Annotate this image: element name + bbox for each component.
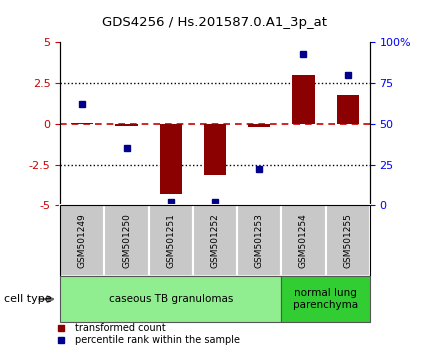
Text: GSM501252: GSM501252 xyxy=(211,213,219,268)
Text: caseous TB granulomas: caseous TB granulomas xyxy=(109,294,233,304)
Text: GSM501251: GSM501251 xyxy=(166,213,175,268)
Text: GSM501253: GSM501253 xyxy=(255,213,264,268)
Bar xyxy=(71,123,93,124)
Text: GSM501250: GSM501250 xyxy=(122,213,131,268)
Text: GSM501255: GSM501255 xyxy=(343,213,352,268)
Bar xyxy=(204,124,226,175)
Legend: transformed count, percentile rank within the sample: transformed count, percentile rank withi… xyxy=(48,319,244,349)
Bar xyxy=(337,95,359,124)
Text: normal lung
parenchyma: normal lung parenchyma xyxy=(293,288,358,310)
Bar xyxy=(292,75,314,124)
Bar xyxy=(116,124,138,126)
Text: GSM501249: GSM501249 xyxy=(78,213,87,268)
Text: GDS4256 / Hs.201587.0.A1_3p_at: GDS4256 / Hs.201587.0.A1_3p_at xyxy=(102,16,328,29)
Text: GSM501254: GSM501254 xyxy=(299,213,308,268)
Text: cell type: cell type xyxy=(4,294,52,304)
Bar xyxy=(160,124,182,194)
Bar xyxy=(248,124,270,127)
